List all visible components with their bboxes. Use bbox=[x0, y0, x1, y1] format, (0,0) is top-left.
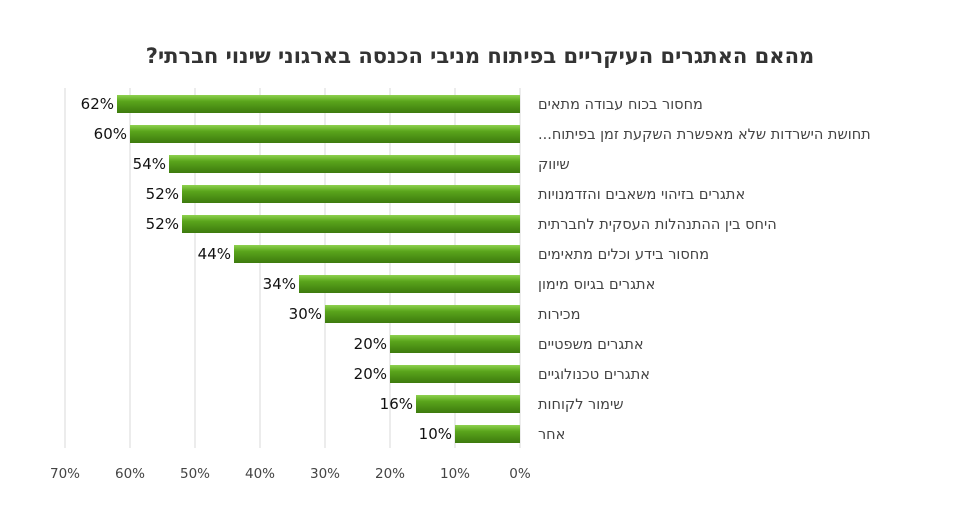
category-label: אחר bbox=[538, 427, 565, 443]
data-label: 16% bbox=[380, 395, 413, 413]
chart-title: מהאם האתגרים העיקריים בפיתוח מניבי הכנסה… bbox=[145, 44, 815, 68]
x-tick-label: 40% bbox=[245, 466, 275, 482]
category-label: אתגרים בגיוס מימון bbox=[538, 277, 655, 293]
data-label: 20% bbox=[354, 335, 387, 353]
category-label: אתגרים משפטיים bbox=[538, 337, 644, 353]
category-label: מחסור בידע וכלים מתאימים bbox=[538, 247, 709, 263]
category-label: מכירות bbox=[538, 307, 580, 323]
data-label: 62% bbox=[81, 95, 114, 113]
data-label: 60% bbox=[94, 125, 127, 143]
grid-lines bbox=[64, 88, 521, 448]
bar bbox=[117, 95, 520, 113]
x-tick-label: 20% bbox=[375, 466, 405, 482]
bar bbox=[416, 395, 520, 413]
bar bbox=[169, 155, 520, 173]
data-label: 52% bbox=[146, 215, 179, 233]
bar bbox=[390, 365, 520, 383]
category-label: אתגרים טכנולוגיים bbox=[538, 367, 650, 383]
category-label: מחסור בכוח עבודה מתאים bbox=[538, 97, 703, 113]
data-label: 30% bbox=[289, 305, 322, 323]
x-tick-label: 0% bbox=[509, 466, 531, 482]
category-label: היחס בין ההתנהלות העסקית לחברתית bbox=[538, 217, 777, 233]
x-tick-label: 10% bbox=[440, 466, 470, 482]
labels: 62% מחסור בכוח עבודה מתאים 60% תחושת הישרדו… bbox=[81, 95, 871, 443]
bars bbox=[117, 95, 520, 443]
category-label: תחושת הישרדות שלא מאפשרת השקעת זמן בפיתו… bbox=[538, 127, 871, 143]
bar bbox=[455, 425, 520, 443]
bar bbox=[234, 245, 520, 263]
x-tick-label: 30% bbox=[310, 466, 340, 482]
x-axis-ticks: 0% 10% 20% 30% 40% 50% 60% 70% bbox=[50, 466, 531, 482]
bar bbox=[182, 215, 520, 233]
data-label: 44% bbox=[198, 245, 231, 263]
bar bbox=[299, 275, 520, 293]
x-tick-label: 60% bbox=[115, 466, 145, 482]
x-tick-label: 70% bbox=[50, 466, 80, 482]
category-label: שימור לקוחות bbox=[538, 397, 624, 413]
category-label: אתגרים בזיהוי משאבים והזדמנויות bbox=[538, 187, 745, 203]
data-label: 10% bbox=[419, 425, 452, 443]
bar bbox=[325, 305, 520, 323]
bar bbox=[182, 185, 520, 203]
data-label: 20% bbox=[354, 365, 387, 383]
data-label: 54% bbox=[133, 155, 166, 173]
bar bbox=[130, 125, 520, 143]
bar bbox=[390, 335, 520, 353]
x-tick-label: 50% bbox=[180, 466, 210, 482]
data-label: 34% bbox=[263, 275, 296, 293]
data-label: 52% bbox=[146, 185, 179, 203]
category-label: שיווק bbox=[538, 157, 570, 173]
